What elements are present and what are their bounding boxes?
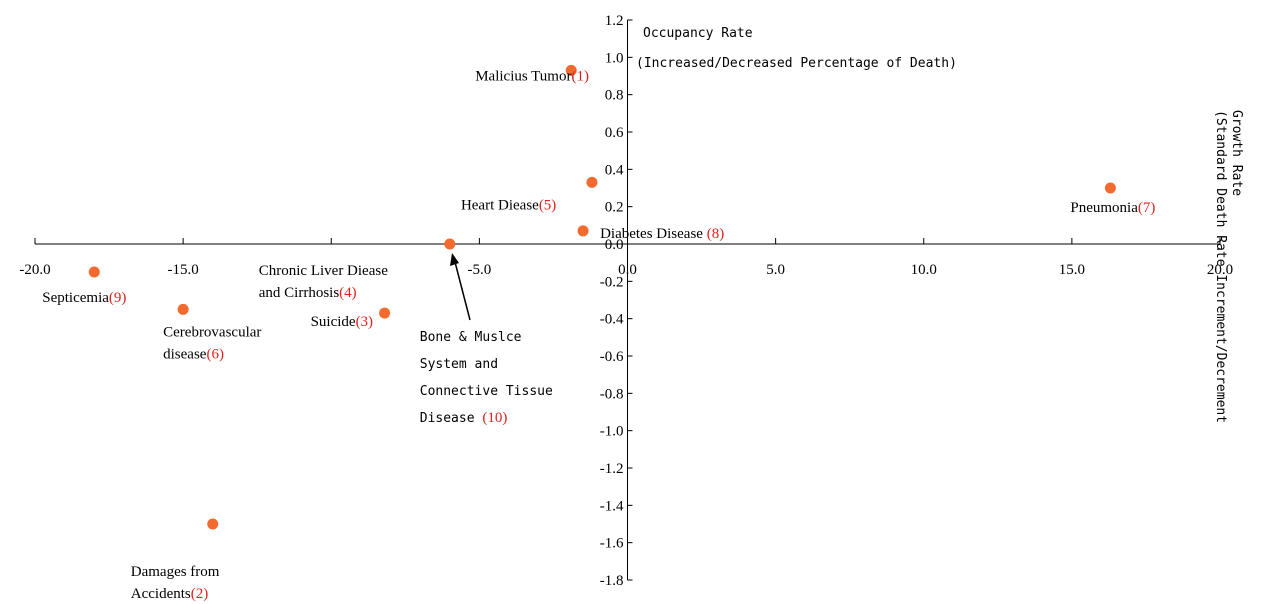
- label-chronic-liver: Chronic Liver Diease: [259, 263, 388, 279]
- point-suicide: [379, 307, 391, 319]
- label-number-chronic-liver: (4): [339, 285, 357, 301]
- y-axis-label: Occupancy Rate (Increased/Decreased Perc…: [636, 26, 957, 71]
- point-diabetes: [577, 225, 589, 237]
- x-tick-label: -20.0: [19, 262, 50, 278]
- x-axis-label-line1: Growth Rate: [1229, 110, 1244, 196]
- label-cerebrovascular: disease(6): [163, 346, 224, 362]
- x-tick-label: 20.0: [1207, 262, 1233, 278]
- label-number-cerebrovascular: (6): [206, 346, 224, 362]
- label-bone-muscle: System and: [420, 357, 498, 372]
- label-heart-disease: Heart Diease(5): [461, 197, 556, 213]
- y-tick-label: -1.4: [600, 498, 624, 514]
- y-tick-label: 0.4: [605, 162, 624, 178]
- label-pneumonia: Pneumonia(7): [1070, 200, 1155, 216]
- x-axis-label-line2: (Standard Death Rate Increment/Decrement: [1213, 110, 1228, 423]
- point-cerebrovascular: [177, 303, 189, 315]
- label-number-malicious-tumor: (1): [571, 68, 589, 84]
- x-axis-label: Growth Rate (Standard Death Rate Increme…: [1213, 110, 1244, 423]
- label-accidents: Accidents(2): [131, 586, 208, 602]
- x-tick-label: -5.0: [468, 262, 492, 278]
- annotation-arrow: [450, 253, 471, 321]
- x-tick-label: -15.0: [168, 262, 199, 278]
- y-tick-label: -1.2: [600, 461, 624, 477]
- y-tick-label: -0.4: [600, 312, 624, 328]
- y-tick-label: -0.6: [600, 349, 624, 365]
- point-labels: Malicius Tumor(1) Damages from Accidents(2…: [42, 68, 1155, 602]
- x-tick-label: 15.0: [1059, 262, 1085, 278]
- label-number-diabetes: (8): [707, 226, 725, 242]
- point-malicious-tumor: [565, 64, 577, 76]
- y-axis-label-line2: (Increased/Decreased Percentage of Death…: [636, 56, 957, 71]
- label-chronic-liver: and Cirrhosis(4): [259, 285, 357, 301]
- label-bone-muscle: Connective Tissue: [420, 384, 553, 399]
- label-number-bone-muscle: (10): [482, 410, 507, 426]
- label-number-heart-disease: (5): [539, 197, 557, 213]
- label-number-accidents: (2): [191, 586, 209, 602]
- x-tick-label: 5.0: [766, 262, 785, 278]
- y-tick-label: -0.2: [600, 274, 624, 290]
- label-number-suicide: (3): [356, 314, 374, 330]
- data-points: [88, 64, 1116, 530]
- y-tick-label: -0.8: [600, 386, 624, 402]
- label-septicemia: Septicemia(9): [42, 290, 126, 306]
- label-malicious-tumor: Malicius Tumor(1): [475, 68, 589, 84]
- y-tick-label: -1.8: [600, 573, 624, 589]
- label-bone-muscle: Disease (10): [420, 410, 508, 426]
- label-cerebrovascular: Cerebrovascular: [163, 324, 261, 340]
- y-tick-label: 1.2: [605, 13, 624, 29]
- axes: -20.0 -15.0 -5.0 0.0 5.0 10.0 15.0 20.0 1.2 1.0 0.…: [19, 13, 1233, 589]
- y-tick-label: -1.0: [600, 424, 624, 440]
- label-diabetes: Diabetes Disease (8): [600, 226, 724, 242]
- point-septicemia: [88, 266, 100, 278]
- y-tick-label: 0.6: [605, 125, 624, 141]
- x-tick-label: 10.0: [911, 262, 937, 278]
- point-chronic-liver: [444, 238, 456, 250]
- label-number-pneumonia: (7): [1138, 200, 1156, 216]
- label-bone-muscle: Bone & Muslce: [420, 330, 522, 345]
- label-number-septicemia: (9): [109, 290, 127, 306]
- label-accidents: Damages from: [131, 564, 220, 580]
- y-tick-label: 0.0: [605, 237, 624, 253]
- y-tick-label: 0.8: [605, 88, 624, 104]
- y-tick-label: 0.2: [605, 200, 624, 216]
- point-accidents: [207, 518, 219, 530]
- x-tick-label: 0.0: [618, 262, 637, 278]
- label-suicide: Suicide(3): [311, 314, 374, 330]
- point-heart-disease: [586, 176, 598, 188]
- y-axis-label-line1: Occupancy Rate: [643, 26, 753, 41]
- y-tick-label: 1.0: [605, 50, 624, 66]
- y-tick-label: -1.6: [600, 536, 624, 552]
- point-pneumonia: [1104, 182, 1116, 194]
